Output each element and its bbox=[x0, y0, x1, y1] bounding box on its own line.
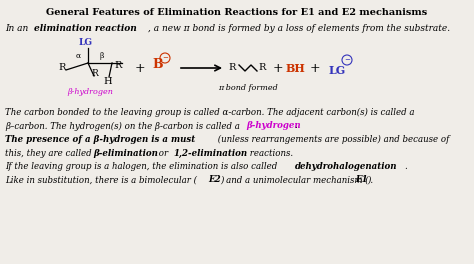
Text: In an: In an bbox=[5, 24, 31, 33]
Text: H: H bbox=[104, 78, 112, 87]
Text: β–carbon. The hydrogen(s) on the β-carbon is called a: β–carbon. The hydrogen(s) on the β-carbo… bbox=[5, 121, 243, 131]
Text: The carbon bonded to the leaving group is called α-carbon. The adjacent carbon(s: The carbon bonded to the leaving group i… bbox=[5, 108, 414, 117]
Text: The presence of a β-hydrogen is a must: The presence of a β-hydrogen is a must bbox=[5, 135, 195, 144]
Text: ).: ). bbox=[367, 176, 373, 185]
Text: this, they are called: this, they are called bbox=[5, 148, 94, 158]
Text: B: B bbox=[153, 59, 164, 72]
Text: E2: E2 bbox=[208, 176, 220, 185]
Text: R: R bbox=[114, 62, 122, 70]
Text: LG: LG bbox=[328, 64, 346, 76]
Text: .: . bbox=[404, 162, 407, 171]
Text: or: or bbox=[156, 148, 171, 158]
Text: .: . bbox=[294, 121, 297, 130]
Text: −: − bbox=[162, 54, 168, 62]
Text: R: R bbox=[228, 64, 236, 73]
Text: R: R bbox=[58, 64, 66, 73]
Text: General Features of Elimination Reactions for E1 and E2 mechanisms: General Features of Elimination Reaction… bbox=[46, 8, 428, 17]
Text: +: + bbox=[135, 62, 146, 74]
Text: β-hydrogen: β-hydrogen bbox=[246, 121, 301, 130]
Text: LG: LG bbox=[79, 38, 93, 47]
Text: E1: E1 bbox=[355, 176, 368, 185]
Text: −: − bbox=[344, 56, 350, 64]
Text: , a new π bond is formed by a loss of elements from the substrate.: , a new π bond is formed by a loss of el… bbox=[148, 24, 450, 33]
Text: reactions.: reactions. bbox=[247, 148, 293, 158]
Text: ) and a unimolecular mechanism (: ) and a unimolecular mechanism ( bbox=[220, 176, 369, 185]
Text: If the leaving group is a halogen, the elimination is also called: If the leaving group is a halogen, the e… bbox=[5, 162, 280, 171]
Text: R: R bbox=[91, 69, 99, 78]
Text: β-elimination: β-elimination bbox=[93, 148, 158, 158]
Text: +: + bbox=[273, 62, 283, 74]
Text: +: + bbox=[310, 62, 320, 74]
Text: Like in substitution, there is a bimolecular (: Like in substitution, there is a bimolec… bbox=[5, 176, 197, 185]
Text: β-hydrogen: β-hydrogen bbox=[67, 88, 113, 96]
Text: (unless rearrangements are possible) and because of: (unless rearrangements are possible) and… bbox=[215, 135, 449, 144]
Text: π bond formed: π bond formed bbox=[218, 84, 278, 92]
Text: 1,2-elimination: 1,2-elimination bbox=[173, 148, 247, 158]
Text: dehydrohalogenation: dehydrohalogenation bbox=[295, 162, 398, 171]
Text: elimination reaction: elimination reaction bbox=[34, 24, 137, 33]
Text: β: β bbox=[100, 52, 104, 60]
Text: BH: BH bbox=[285, 63, 305, 73]
Text: R: R bbox=[258, 64, 266, 73]
Text: α: α bbox=[75, 52, 81, 60]
